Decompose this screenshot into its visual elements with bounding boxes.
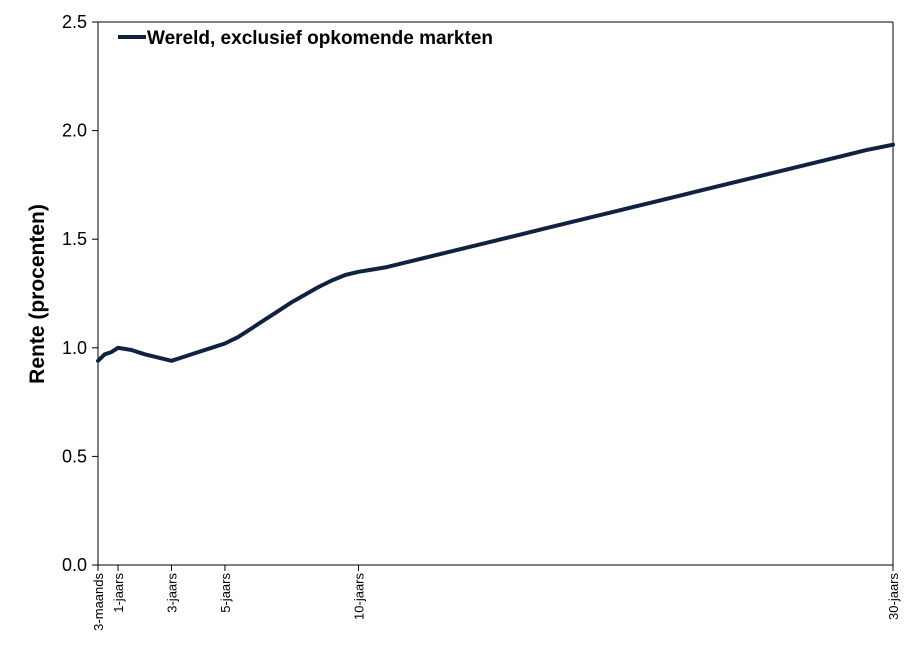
- series-line: [96, 142, 895, 363]
- y-tick-label: 1.5: [62, 229, 87, 249]
- legend: Wereld, exclusief opkomende markten: [118, 28, 493, 49]
- y-axis-title: Rente (procenten): [26, 204, 49, 384]
- y-tick-label: 1.0: [62, 338, 87, 358]
- y-tick-label: 2.5: [62, 12, 87, 32]
- x-tick-label: 3-jaars: [164, 573, 179, 613]
- x-tick-label: 1-jaars: [111, 573, 126, 613]
- x-tick-label: 5-jaars: [218, 573, 233, 613]
- legend-label: Wereld, exclusief opkomende markten: [147, 28, 493, 49]
- y-tick-label: 2.0: [62, 121, 87, 141]
- x-tick-label: 30-jaars: [886, 573, 901, 620]
- x-tick-label: 3-maands: [91, 573, 106, 631]
- x-axis: 3-maands 1-jaars 3-jaars 5-jaars 10-jaars 30-…: [91, 564, 901, 631]
- x-tick-label: 10-jaars: [352, 573, 367, 620]
- series-layer: [96, 142, 895, 363]
- y-tick-label: 0.5: [62, 446, 87, 466]
- y-tick-label: 0.0: [62, 555, 87, 575]
- y-axis: 0.0 0.5 1.0 1.5 2.0 2.5: [62, 12, 894, 575]
